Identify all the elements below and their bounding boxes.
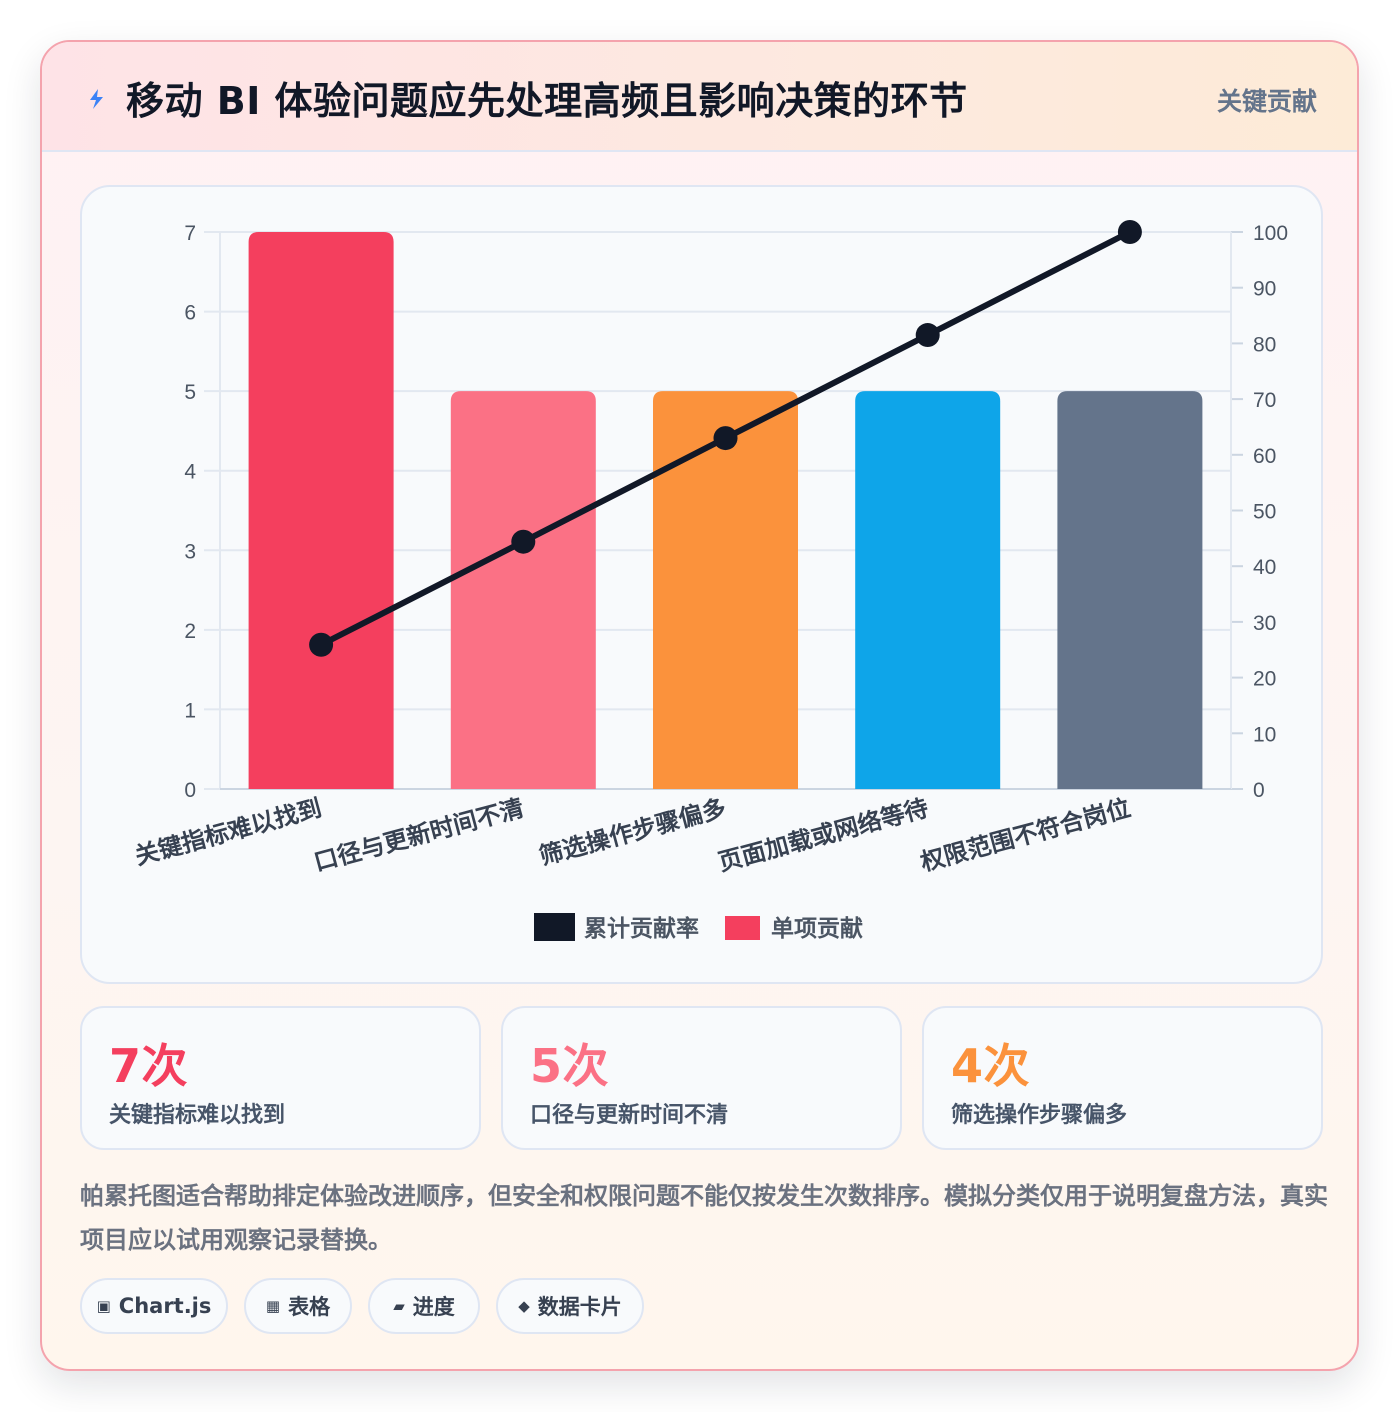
x-category-label: 关键指标难以找到: [132, 794, 325, 871]
y2-tick-label: 90: [1253, 278, 1276, 301]
chip-table[interactable]: ▦ 表格: [244, 1278, 352, 1334]
chart-icon: ▣: [96, 1297, 111, 1315]
y-tick-label: 0: [184, 779, 196, 802]
lightning-icon: [90, 89, 103, 109]
page-title: 移动 BI 体验问题应先处理高频且影响决策的环节: [126, 79, 968, 123]
stat-cards: 7次 关键指标难以找到 5次 口径与更新时间不清 4次 筛选操作步骤偏多: [80, 1006, 1323, 1150]
stat-label: 关键指标难以找到: [109, 1103, 286, 1128]
y2-tick-label: 0: [1253, 779, 1265, 802]
legend-label: 累计贡献率: [584, 915, 699, 942]
pareto-chart: 012345670102030405060708090100关键指标难以找到口径…: [132, 220, 1288, 942]
y2-tick-label: 60: [1253, 445, 1276, 468]
y2-tick-label: 50: [1253, 501, 1276, 524]
bar: [653, 391, 798, 789]
footnote-text: 帕累托图适合帮助排定体验改进顺序，但安全和权限问题不能仅按发生次数排序。模拟分类…: [80, 1182, 1328, 1254]
y2-tick-label: 40: [1253, 556, 1276, 579]
y-tick-label: 4: [184, 461, 196, 484]
bar: [855, 391, 1001, 789]
y-tick-label: 2: [184, 620, 196, 643]
chip-progress[interactable]: ▰ 进度: [368, 1278, 480, 1334]
y2-tick-label: 20: [1253, 668, 1276, 691]
chip-chartjs[interactable]: ▣ Chart.js: [80, 1278, 228, 1334]
y-tick-label: 7: [184, 222, 196, 245]
section-tag: 关键贡献: [1216, 87, 1317, 116]
line-point: [511, 529, 536, 554]
x-category-label: 口径与更新时间不清: [311, 794, 527, 877]
stat-value: 5次: [530, 1039, 610, 1093]
chip-data-card[interactable]: ◆ 数据卡片: [496, 1278, 644, 1334]
chip-label: 数据卡片: [537, 1295, 622, 1319]
table-icon: ▦: [265, 1297, 281, 1315]
chart-panel: 0 1 2 3 4 5 6 7 0 10 20 30 40 50 60 70 80 90 100 关键指标难以找到 口径…: [80, 185, 1323, 984]
stat-label: 口径与更新时间不清: [530, 1103, 729, 1128]
stat-card: 5次 口径与更新时间不清: [501, 1006, 902, 1150]
chip-label: Chart.js: [118, 1294, 212, 1318]
progress-icon: ▰: [393, 1297, 405, 1315]
stat-label: 筛选操作步骤偏多: [951, 1103, 1128, 1128]
diamond-icon: ◆: [518, 1297, 530, 1315]
y2-tick-label: 100: [1253, 222, 1288, 245]
stat-value: 4次: [951, 1039, 1031, 1093]
y-tick-label: 3: [184, 540, 196, 563]
x-category-label: 页面加载或网络等待: [715, 794, 931, 877]
y2-tick-label: 10: [1253, 723, 1276, 746]
line-point: [713, 426, 738, 451]
y-tick-label: 1: [184, 699, 196, 722]
bar: [1057, 391, 1203, 789]
y2-tick-label: 70: [1253, 389, 1276, 412]
line-point: [915, 323, 940, 348]
line-point: [1117, 220, 1142, 244]
stat-value: 7次: [109, 1039, 189, 1093]
stat-card: 7次 关键指标难以找到: [80, 1006, 481, 1150]
y2-tick-label: 30: [1253, 612, 1276, 635]
card-header: 移动 BI 体验问题应先处理高频且影响决策的环节 关键贡献: [42, 42, 1357, 152]
y2-tick-label: 80: [1253, 333, 1276, 356]
legend-swatch: [725, 916, 760, 940]
stat-card: 4次 筛选操作步骤偏多: [922, 1006, 1323, 1150]
x-category-label: 权限范围不符合岗位: [917, 794, 1134, 877]
chip-label: 进度: [412, 1295, 455, 1319]
y-tick-label: 6: [184, 302, 196, 325]
legend-label: 单项贡献: [771, 916, 863, 942]
legend-swatch: [534, 913, 575, 941]
chip-label: 表格: [288, 1295, 331, 1319]
line-point: [309, 632, 334, 657]
x-category-label: 筛选操作步骤偏多: [536, 794, 729, 871]
bar: [248, 232, 394, 789]
bar: [450, 391, 596, 789]
y-tick-label: 5: [184, 381, 196, 404]
